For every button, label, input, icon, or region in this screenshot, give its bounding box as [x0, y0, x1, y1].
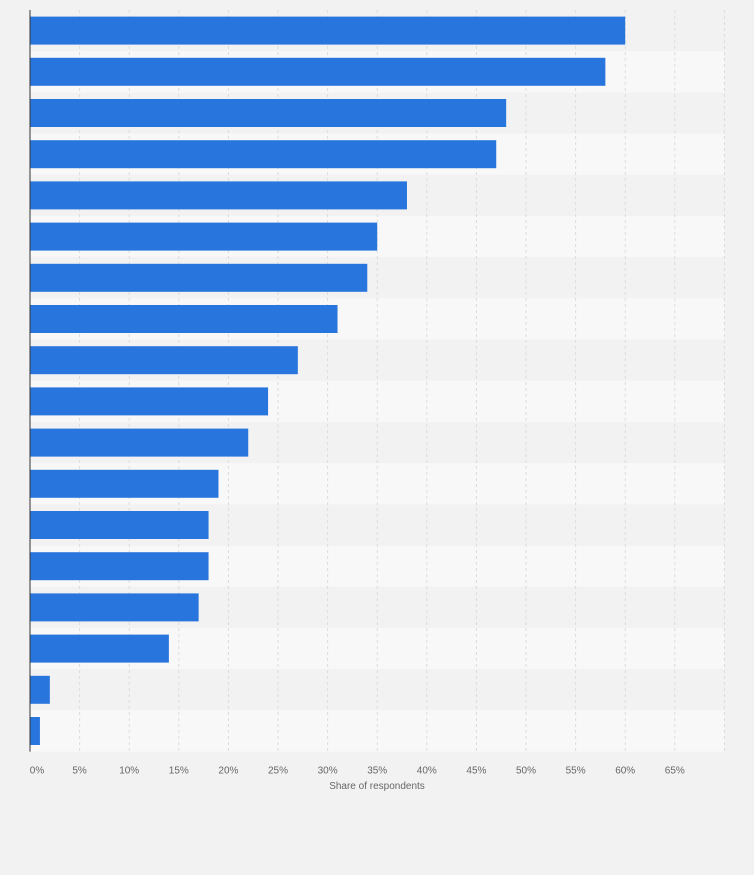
bar[interactable] — [30, 140, 497, 169]
x-tick-label: 20% — [218, 766, 238, 777]
bar[interactable] — [30, 552, 209, 581]
bars — [30, 16, 626, 745]
x-tick-label: 10% — [119, 766, 139, 777]
x-tick-label: 25% — [268, 766, 288, 777]
x-tick-label: 15% — [169, 766, 189, 777]
bar[interactable] — [30, 305, 338, 333]
bar[interactable] — [30, 181, 407, 210]
x-tick-label: 40% — [417, 766, 437, 777]
grid-lines — [79, 10, 725, 752]
bar[interactable] — [30, 346, 298, 375]
x-tick-label: 55% — [566, 766, 586, 777]
x-tick-label: 60% — [615, 766, 635, 777]
x-tick-label: 30% — [318, 766, 338, 777]
x-tick-label: 65% — [665, 766, 685, 777]
bar[interactable] — [30, 634, 169, 663]
bar[interactable] — [30, 387, 269, 416]
x-tick-labels: 0% 5% 10% 15% 20% 25% 30% 35% 40% 45% 50% 55% 60% 65% — [30, 766, 685, 777]
bar[interactable] — [30, 469, 219, 498]
bar[interactable] — [30, 99, 507, 127]
bar[interactable] — [30, 222, 378, 251]
bar[interactable] — [30, 717, 40, 745]
bar[interactable] — [30, 593, 199, 622]
x-tick-label: 45% — [466, 766, 486, 777]
x-tick-label: 50% — [516, 766, 536, 777]
bar[interactable] — [30, 675, 50, 704]
bar[interactable] — [30, 428, 249, 457]
bar[interactable] — [30, 16, 626, 45]
x-tick-label: 0% — [30, 766, 45, 777]
x-tick-label: 5% — [72, 766, 87, 777]
bar[interactable] — [30, 57, 606, 86]
x-tick-label: 35% — [367, 766, 387, 777]
bar[interactable] — [30, 511, 209, 539]
bar[interactable] — [30, 263, 368, 292]
x-axis-label: Share of respondents — [329, 781, 425, 792]
